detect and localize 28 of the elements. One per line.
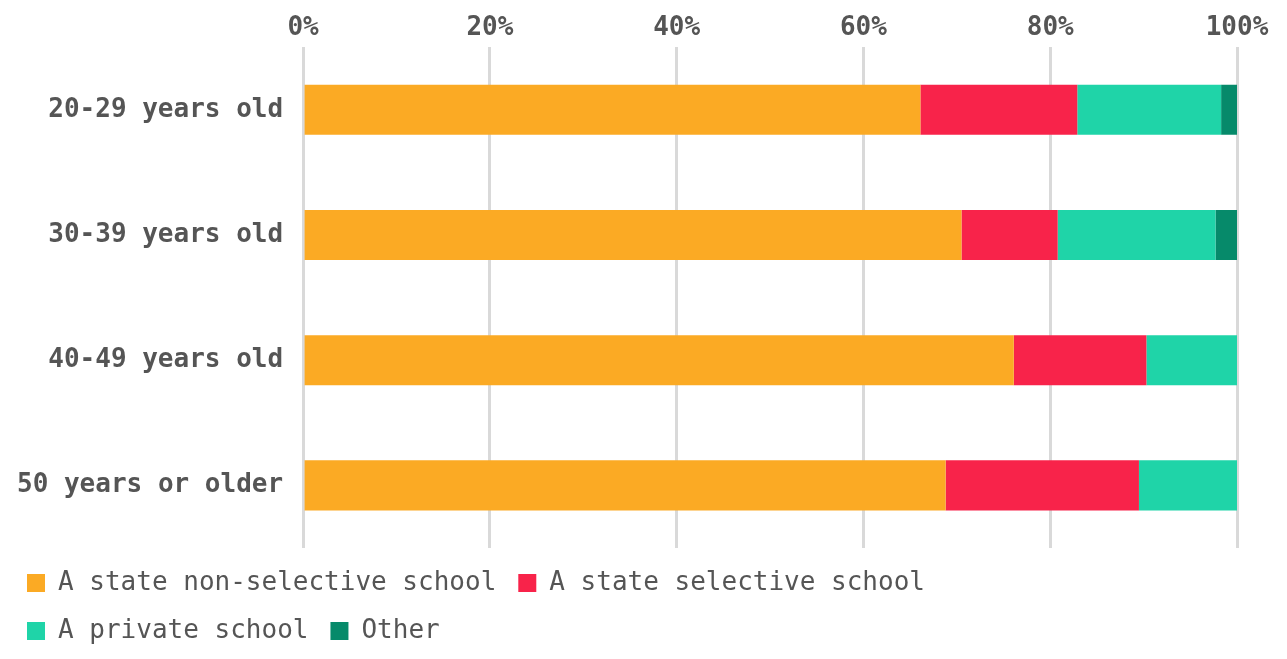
x-tick-label: 0% bbox=[287, 11, 320, 42]
y-tick-label: 50 years or older bbox=[17, 468, 284, 499]
bar bbox=[1221, 84, 1237, 135]
bar bbox=[304, 209, 962, 261]
bar bbox=[304, 84, 921, 135]
y-tick-label: 40-49 years old bbox=[48, 342, 284, 373]
bar bbox=[945, 460, 1139, 511]
legend-label: A state selective school bbox=[549, 565, 925, 596]
x-tick-label: 60% bbox=[839, 11, 888, 42]
bar bbox=[1146, 335, 1237, 386]
bar bbox=[1138, 460, 1237, 511]
bar bbox=[1077, 84, 1222, 135]
bar bbox=[304, 460, 946, 511]
bar bbox=[1215, 209, 1237, 261]
y-tick-label: 20-29 years old bbox=[48, 92, 284, 123]
x-tick-label: 20% bbox=[466, 11, 514, 42]
bar bbox=[961, 209, 1058, 261]
bar bbox=[1057, 209, 1216, 261]
x-tick-label: 100% bbox=[1205, 11, 1269, 42]
y-tick-label: 30-39 years old bbox=[48, 217, 284, 248]
bar bbox=[1013, 335, 1147, 386]
x-tick-label: 40% bbox=[653, 11, 701, 42]
x-tick-label: 80% bbox=[1026, 11, 1075, 42]
legend-label: A state non-selective school bbox=[58, 565, 497, 596]
legend-label: Other bbox=[361, 613, 440, 644]
legend-label: A private school bbox=[58, 613, 309, 644]
bar bbox=[304, 335, 1014, 386]
bar bbox=[920, 84, 1078, 135]
